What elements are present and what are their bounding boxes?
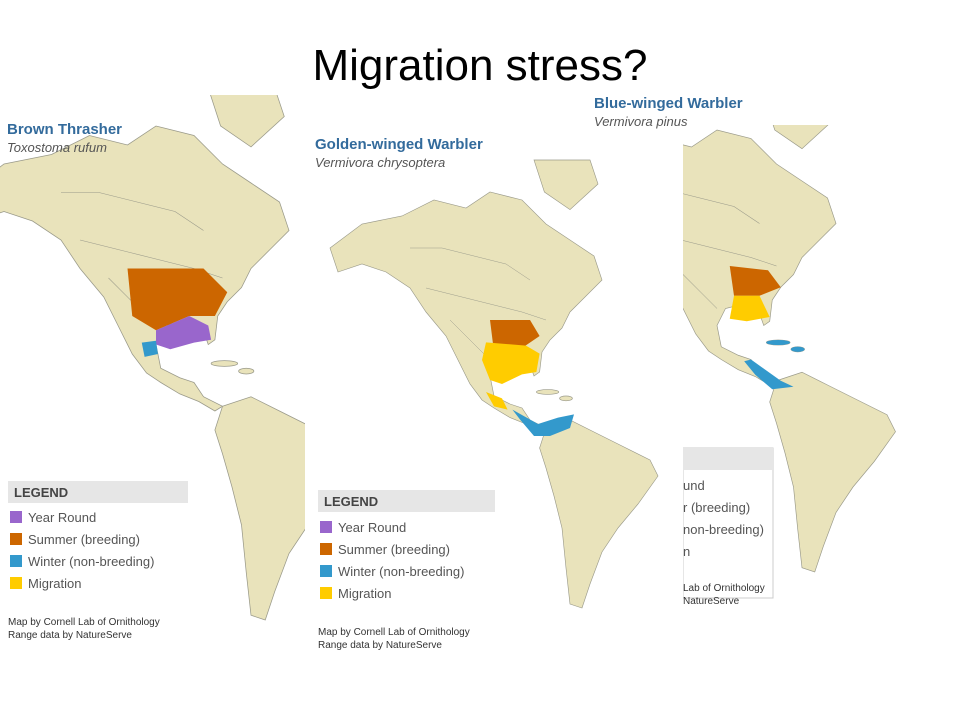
scientific-name: Vermivora chrysoptera <box>315 155 445 170</box>
credit: Range data by NatureServe <box>8 630 132 641</box>
legend-item: n <box>683 544 690 559</box>
credit: NatureServe <box>683 596 740 607</box>
credit: Lab of Ornithology <box>683 583 765 594</box>
legend-item: und <box>683 478 705 493</box>
slide-title: Migration stress? <box>312 41 647 90</box>
species-name: Golden-winged Warbler <box>315 136 483 153</box>
map-panel: Brown Thrasher Toxostoma rufum LEGEND Ye… <box>0 95 312 660</box>
species-name: Blue-winged Warbler <box>594 95 743 112</box>
map-panel: und r (breeding) non-breeding) n Lab of … <box>682 125 960 660</box>
legend-item: Year Round <box>28 510 96 525</box>
scientific-name: Vermivora pinus <box>594 114 688 129</box>
credit: Map by Cornell Lab of Ornithology <box>318 627 470 638</box>
legend-item: r (breeding) <box>683 500 750 515</box>
legend-title: LEGEND <box>324 494 378 509</box>
legend-item: Winter (non-breeding) <box>28 554 154 569</box>
credit: Range data by NatureServe <box>318 640 442 651</box>
legend-item: Migration <box>28 576 81 591</box>
credit: Map by Cornell Lab of Ornithology <box>8 617 160 628</box>
legend-item: non-breeding) <box>683 522 764 537</box>
legend-item: Summer (breeding) <box>28 532 140 547</box>
scientific-name: Toxostoma rufum <box>7 140 107 155</box>
legend-title: LEGEND <box>14 485 68 500</box>
map-panel: Golden-winged Warbler Vermivora chrysopt… <box>305 128 683 660</box>
legend-item: Migration <box>338 586 391 601</box>
species-name: Brown Thrasher <box>7 121 122 138</box>
legend-item: Summer (breeding) <box>338 542 450 557</box>
legend-item: Winter (non-breeding) <box>338 564 464 579</box>
legend-item: Year Round <box>338 520 406 535</box>
